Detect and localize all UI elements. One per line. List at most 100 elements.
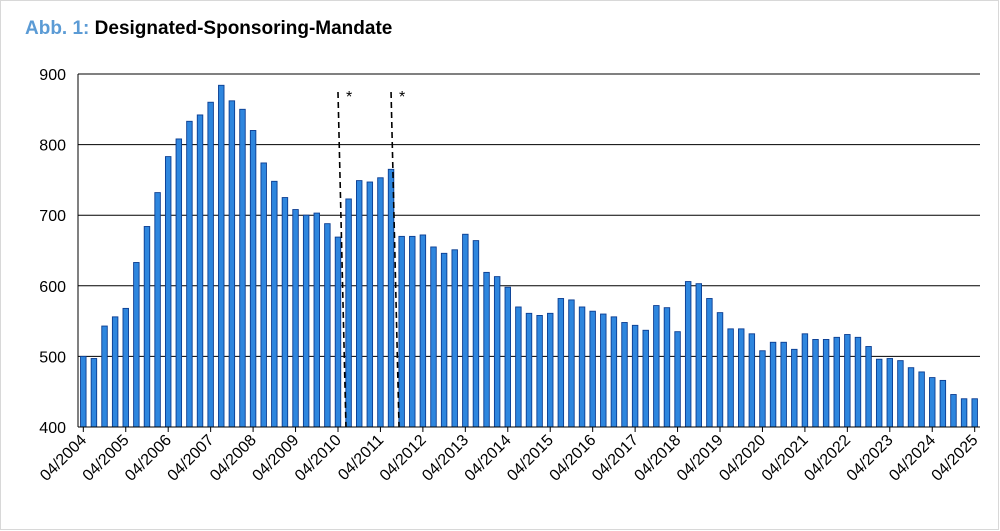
x-tick-label: 04/2009 (249, 432, 302, 485)
bar (175, 138, 183, 428)
bar (398, 235, 405, 428)
bar (409, 235, 416, 428)
bar (260, 162, 267, 428)
bar (366, 181, 374, 428)
x-tick-label: 04/2013 (419, 432, 472, 485)
bar (472, 240, 480, 428)
x-tick-label: 04/2007 (165, 432, 218, 485)
annotation-asterisk: * (346, 89, 352, 106)
bar (80, 355, 87, 428)
y-tick-label: 600 (39, 279, 66, 296)
bar (419, 234, 427, 428)
bar (387, 168, 395, 428)
bar (515, 306, 522, 428)
bar (844, 334, 851, 428)
bar (356, 180, 363, 428)
bar (833, 336, 840, 428)
bar (960, 398, 968, 428)
bars (80, 84, 978, 428)
x-tick-label: 04/2018 (631, 432, 684, 485)
bar (812, 339, 819, 428)
bar (324, 223, 331, 428)
chart-title: Abb. 1: Designated-Sponsoring-Mandate (25, 18, 392, 40)
bar (674, 331, 681, 428)
bar (589, 310, 596, 428)
bar (122, 307, 129, 428)
x-tick-label: 04/2025 (929, 432, 982, 485)
bar (557, 298, 565, 428)
bar (302, 214, 310, 428)
bar (249, 130, 257, 428)
bar (791, 348, 798, 428)
bar (738, 328, 745, 428)
x-tick-label: 04/2015 (504, 432, 557, 485)
x-tick-label: 04/2014 (462, 432, 515, 485)
annotations: * * (337, 89, 405, 428)
bar (493, 276, 501, 428)
x-tick-label: 04/2004 (37, 432, 90, 485)
bar (950, 394, 957, 428)
bar (907, 367, 915, 428)
y-axis-ticks: 400 500 600 700 800 900 (39, 67, 66, 437)
y-tick-label: 500 (39, 349, 66, 366)
bar (929, 377, 936, 428)
bar (653, 305, 660, 428)
bar (154, 192, 161, 428)
bar (780, 341, 787, 428)
bar (621, 322, 628, 428)
figure-title: Designated-Sponsoring-Mandate (94, 18, 393, 39)
x-tick-label: 04/2006 (122, 432, 175, 485)
bar (101, 325, 108, 428)
bar (578, 306, 586, 428)
x-tick-label: 04/2010 (292, 432, 345, 485)
bar (525, 312, 533, 428)
bar (642, 329, 649, 428)
bar (334, 236, 342, 428)
bar (568, 299, 575, 428)
x-tick-label: 04/2019 (674, 432, 727, 485)
bar (897, 360, 904, 428)
y-tick-label: 700 (39, 208, 66, 225)
bar (547, 312, 554, 428)
bar (164, 156, 172, 428)
bar (483, 271, 490, 428)
bar (801, 333, 809, 428)
bar (875, 358, 883, 428)
bar (918, 371, 925, 428)
bar (631, 324, 639, 428)
bar (228, 100, 236, 428)
x-tick-label: 04/2008 (207, 432, 260, 485)
bar (663, 307, 671, 428)
bar (440, 252, 448, 428)
bar (451, 249, 458, 428)
x-axis-ticks: 04/200404/200504/200604/200704/200804/20… (37, 427, 982, 485)
figure-number: Abb. 1: (25, 18, 90, 39)
x-tick-label: 04/2017 (589, 432, 642, 485)
bar (271, 180, 278, 428)
bar (430, 246, 437, 428)
bar (684, 281, 692, 428)
x-tick-label: 04/2023 (844, 432, 897, 485)
bar (769, 341, 777, 428)
x-tick-label: 04/2005 (80, 432, 133, 485)
x-tick-label: 04/2021 (759, 432, 812, 485)
bar (196, 114, 204, 428)
bar (292, 209, 299, 428)
bar (207, 101, 214, 428)
x-tick-label: 04/2022 (801, 432, 854, 485)
bar (536, 315, 543, 428)
bar (90, 358, 98, 428)
bar (886, 358, 894, 428)
bar (345, 198, 352, 428)
x-tick-label: 04/2012 (377, 432, 430, 485)
bar (504, 286, 511, 428)
x-tick-label: 04/2024 (886, 432, 939, 485)
x-tick-label: 04/2020 (716, 432, 769, 485)
bar (822, 339, 830, 428)
bar (854, 336, 862, 428)
bar (281, 197, 289, 428)
annotation-asterisk: * (399, 89, 405, 106)
bar (610, 316, 618, 428)
